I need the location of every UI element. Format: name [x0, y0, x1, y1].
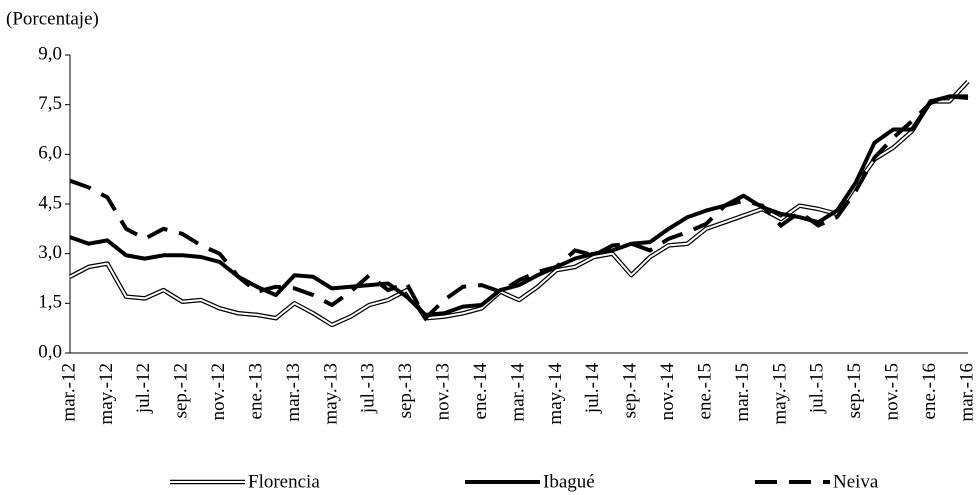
- y-tick-label: 3,0: [38, 242, 62, 263]
- x-tick-label: mar.-16: [956, 363, 977, 422]
- x-tick-label: ene.-13: [245, 363, 266, 419]
- x-tick-label: jul.-12: [133, 363, 154, 414]
- x-tick-label: nov.-14: [657, 363, 678, 421]
- line: [69, 94, 969, 322]
- legend-label: Florencia: [248, 471, 320, 492]
- x-tick-label: mar.-14: [507, 363, 528, 422]
- x-tick-label: nov.-12: [208, 363, 229, 420]
- x-tick-label: nov.-15: [882, 363, 903, 420]
- x-tick-label: mar.-13: [283, 363, 304, 422]
- legend-label: Neiva: [833, 471, 879, 492]
- x-tick-label: mar.-12: [58, 363, 79, 422]
- x-tick-label: may.-15: [769, 363, 790, 425]
- legend-label: Ibagué: [543, 471, 595, 492]
- x-tick-label: jul.-13: [358, 363, 379, 414]
- x-tick-label: ene.-16: [919, 363, 940, 419]
- x-tick-label: may.-12: [96, 363, 117, 425]
- y-tick-label: 7,5: [38, 93, 62, 114]
- x-tick-label: ene.-14: [470, 363, 491, 420]
- x-tick-label: jul.-14: [582, 363, 603, 415]
- x-tick-label: sep.-15: [844, 363, 865, 418]
- x-tick-label: may.-13: [320, 363, 341, 425]
- y-tick-label: 6,0: [38, 143, 62, 164]
- x-tick-label: jul.-15: [807, 363, 828, 414]
- line: [68, 79, 970, 328]
- line-inner: [69, 80, 969, 326]
- y-tick-label: 9,0: [38, 43, 62, 64]
- y-tick-label: 0,0: [38, 341, 62, 362]
- x-tick-label: sep.-14: [620, 363, 641, 419]
- x-tick-label: nov.-13: [433, 363, 454, 420]
- x-tick-label: sep.-12: [171, 363, 192, 418]
- x-tick-label: may.-14: [545, 363, 566, 425]
- y-tick-label: 4,5: [38, 192, 62, 213]
- x-tick-label: mar.-15: [732, 363, 753, 422]
- x-tick-label: ene.-15: [694, 363, 715, 419]
- y-tick-label: 1,5: [38, 292, 62, 313]
- line: [69, 94, 968, 317]
- y-axis-label: (Porcentaje): [6, 8, 99, 29]
- x-tick-label: sep.-13: [395, 363, 416, 418]
